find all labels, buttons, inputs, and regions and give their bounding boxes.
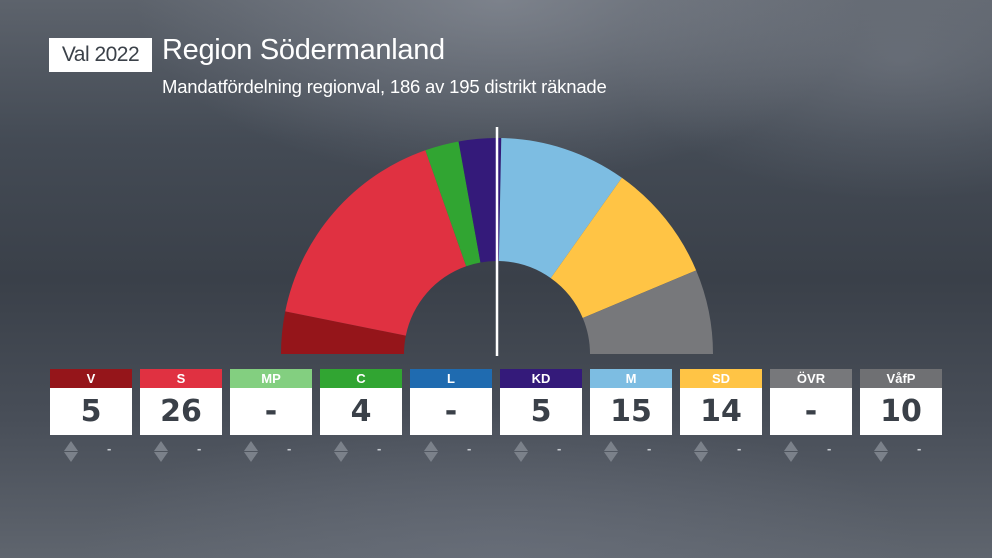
change-value: - — [917, 441, 922, 456]
arc-segment-s — [285, 150, 467, 336]
party-card-l: L - - — [410, 369, 492, 465]
party-card-kd: KD 5 - — [500, 369, 582, 465]
page-title: Region Södermanland — [162, 34, 445, 66]
party-seats: 5 — [50, 388, 132, 435]
year-badge: Val 2022 — [49, 38, 152, 72]
party-seats: - — [770, 388, 852, 435]
up-down-arrow-icon — [424, 441, 438, 463]
party-change: - — [680, 439, 762, 465]
arc-segment-sd — [550, 177, 697, 318]
party-label: MP — [230, 369, 312, 388]
party-seats: 5 — [500, 388, 582, 435]
arc-segment-v — [281, 311, 406, 354]
party-label: SD — [680, 369, 762, 388]
up-down-arrow-icon — [784, 441, 798, 463]
party-card-vafp: VåfP 10 - — [860, 369, 942, 465]
change-value: - — [737, 441, 742, 456]
party-card-v: V 5 - — [50, 369, 132, 465]
party-card-c: C 4 - — [320, 369, 402, 465]
page-subtitle: Mandatfördelning regionval, 186 av 195 d… — [162, 76, 607, 97]
arc-segment-c — [425, 141, 481, 267]
party-change: - — [590, 439, 672, 465]
party-change: - — [770, 439, 852, 465]
change-value: - — [287, 441, 292, 456]
party-card-ovr: ÖVR - - — [770, 369, 852, 465]
party-label: V — [50, 369, 132, 388]
up-down-arrow-icon — [694, 441, 708, 463]
party-change: - — [50, 439, 132, 465]
party-card-s: S 26 - — [140, 369, 222, 465]
party-card-m: M 15 - — [590, 369, 672, 465]
party-seats: 4 — [320, 388, 402, 435]
party-label: KD — [500, 369, 582, 388]
party-seats: 10 — [860, 388, 942, 435]
chart-arcs — [281, 138, 713, 354]
up-down-arrow-icon — [64, 441, 78, 463]
arc-segment-m — [498, 138, 622, 279]
party-seats: - — [230, 388, 312, 435]
party-label: S — [140, 369, 222, 388]
party-label: M — [590, 369, 672, 388]
party-seats: 15 — [590, 388, 672, 435]
change-value: - — [107, 441, 112, 456]
arc-segment-kd — [458, 138, 502, 263]
party-card-mp: MP - - — [230, 369, 312, 465]
party-label: VåfP — [860, 369, 942, 388]
party-seats: 14 — [680, 388, 762, 435]
change-value: - — [647, 441, 652, 456]
change-value: - — [827, 441, 832, 456]
party-change: - — [860, 439, 942, 465]
party-seats: - — [410, 388, 492, 435]
up-down-arrow-icon — [604, 441, 618, 463]
party-change: - — [410, 439, 492, 465]
change-value: - — [197, 441, 202, 456]
party-card-sd: SD 14 - — [680, 369, 762, 465]
party-label: ÖVR — [770, 369, 852, 388]
party-label: C — [320, 369, 402, 388]
up-down-arrow-icon — [874, 441, 888, 463]
party-change: - — [320, 439, 402, 465]
party-seats: 26 — [140, 388, 222, 435]
change-value: - — [377, 441, 382, 456]
change-value: - — [557, 441, 562, 456]
party-change: - — [500, 439, 582, 465]
party-label: L — [410, 369, 492, 388]
change-value: - — [467, 441, 472, 456]
up-down-arrow-icon — [514, 441, 528, 463]
party-change: - — [140, 439, 222, 465]
party-change: - — [230, 439, 312, 465]
up-down-arrow-icon — [334, 441, 348, 463]
up-down-arrow-icon — [244, 441, 258, 463]
arc-segment-våfp — [582, 270, 713, 354]
up-down-arrow-icon — [154, 441, 168, 463]
